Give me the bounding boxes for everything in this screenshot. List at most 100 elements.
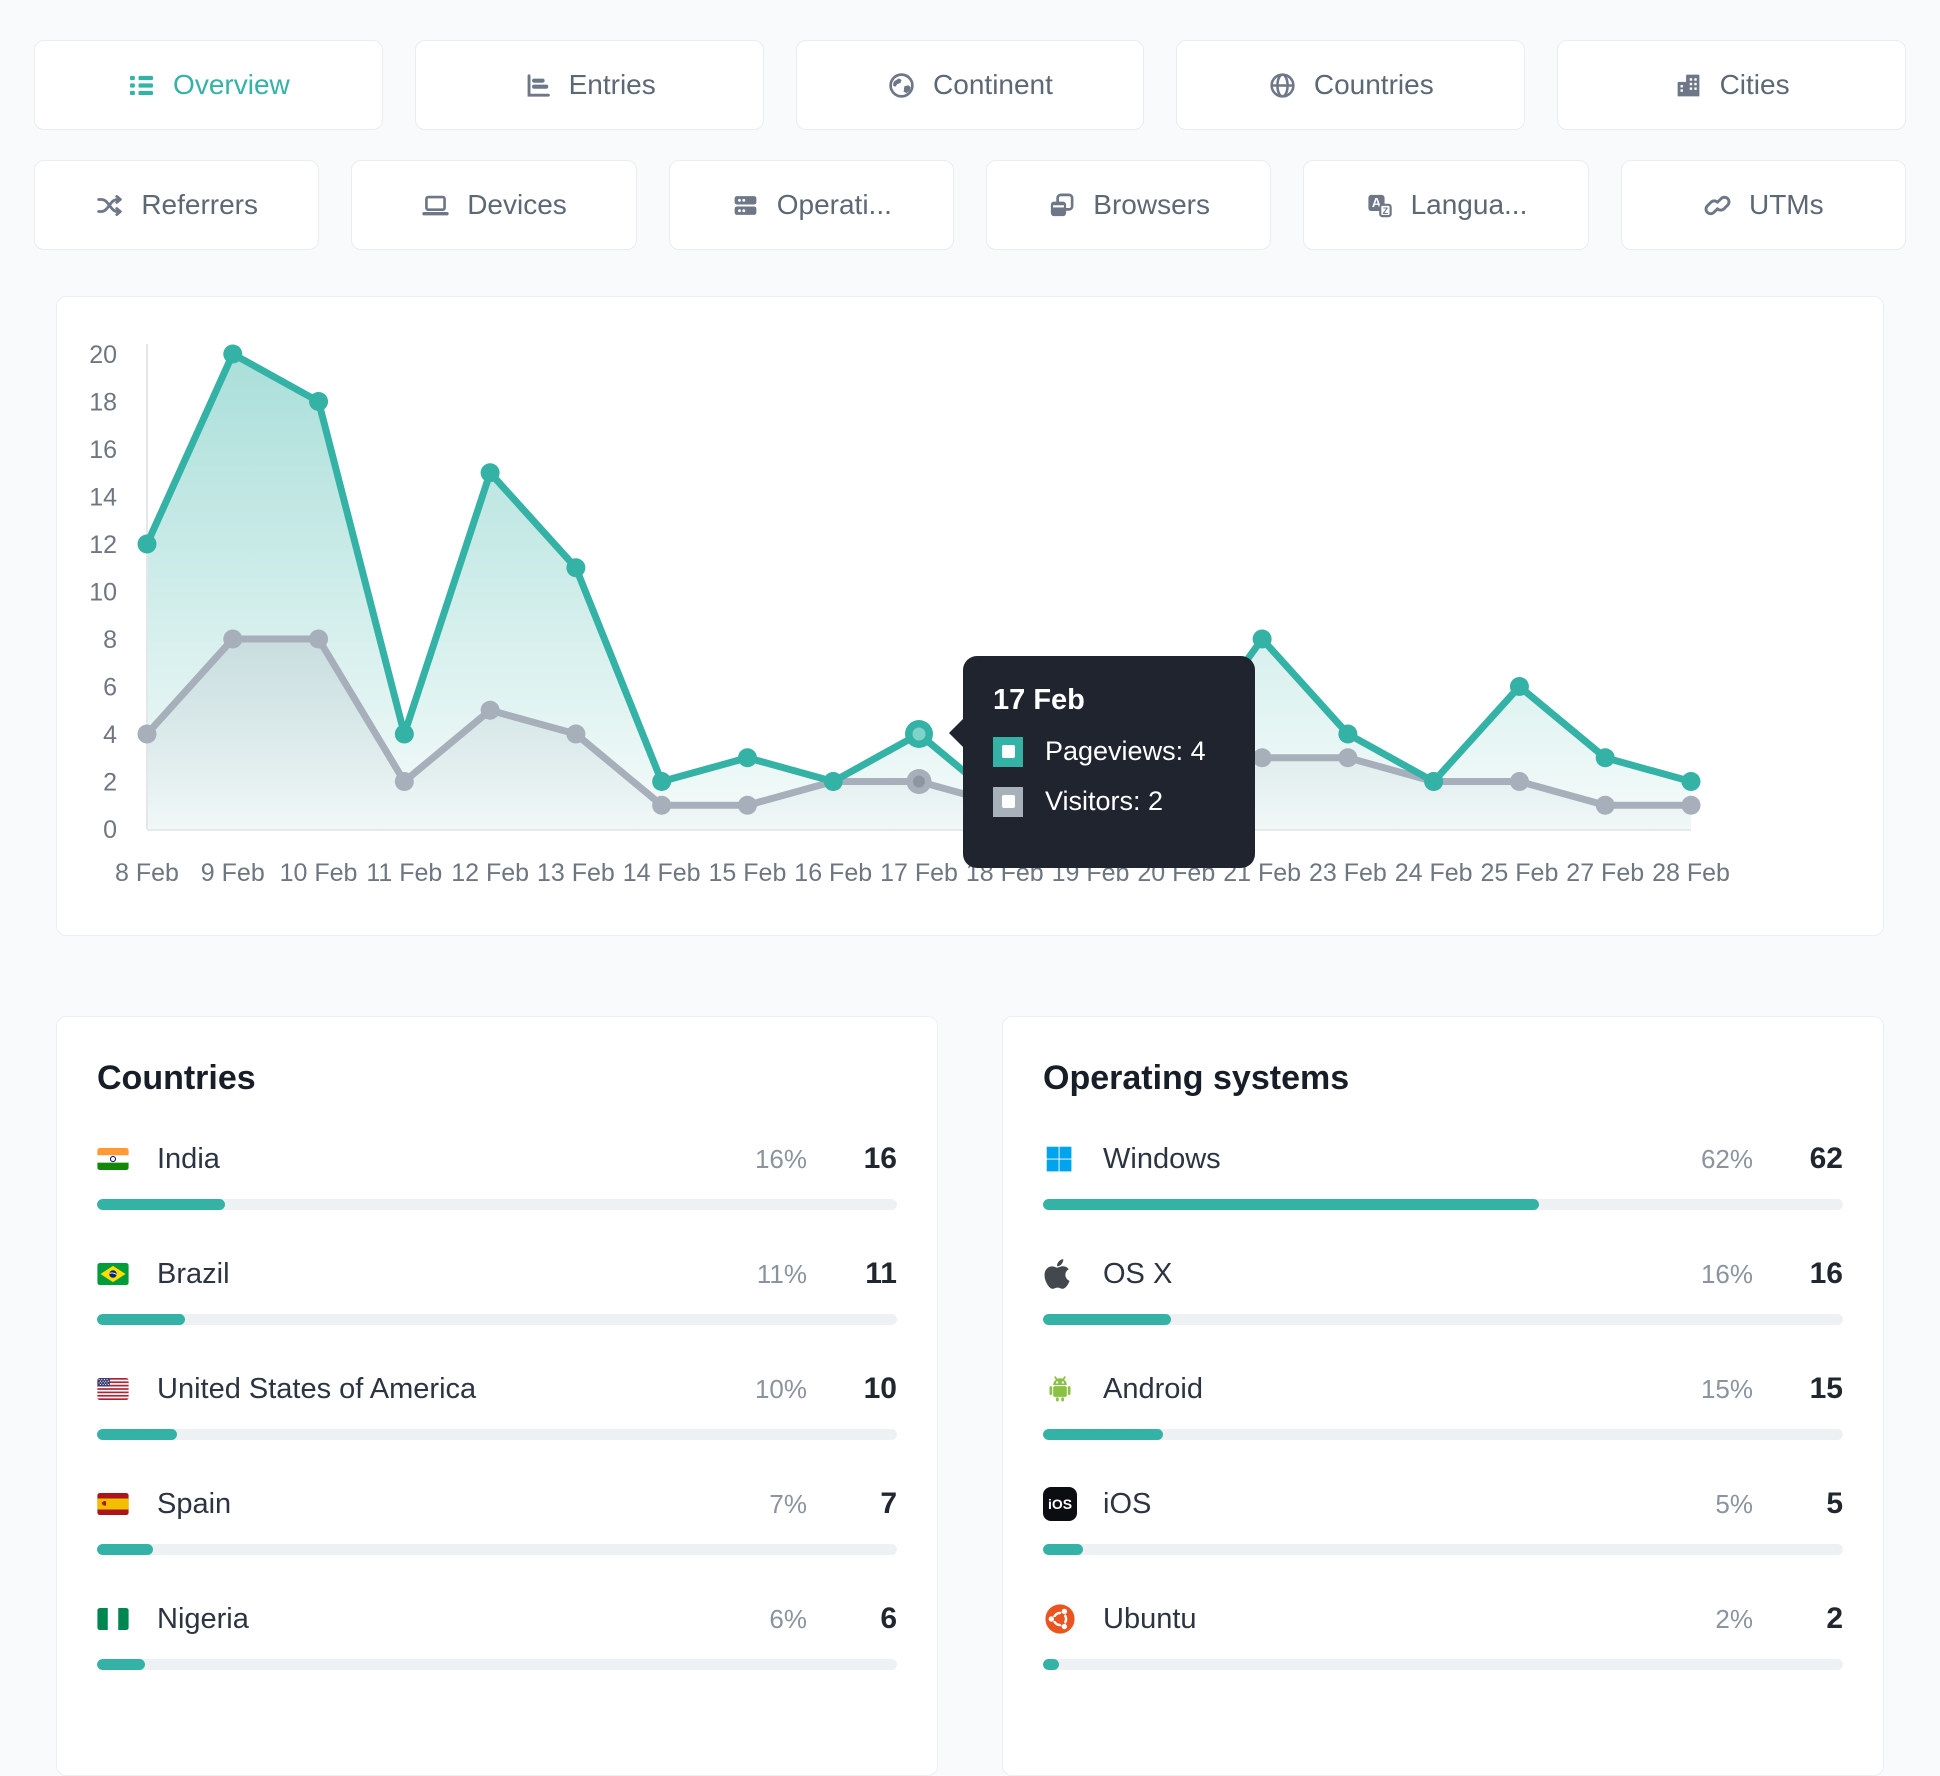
os-percent: 2% xyxy=(1715,1603,1753,1634)
tab-label: Continent xyxy=(933,69,1053,100)
tab-continent[interactable]: Continent xyxy=(795,40,1145,130)
os-row-ios[interactable]: iOS iOS 5% 5 xyxy=(1043,1486,1843,1555)
svg-text:4: 4 xyxy=(103,721,117,749)
visitors-swatch-icon xyxy=(993,786,1023,817)
tab-label: Langua... xyxy=(1410,189,1528,220)
traffic-line-chart[interactable]: 0 2 4 6 8 10 12 14 16 18 20 8 Feb 9 Feb 10 Feb 11 Feb 1… xyxy=(57,297,1883,917)
country-name: Nigeria xyxy=(157,1602,249,1635)
country-percent: 10% xyxy=(754,1373,807,1404)
progress-bar xyxy=(97,1314,897,1325)
tab-label: Cities xyxy=(1719,69,1790,100)
country-count: 10 xyxy=(863,1372,897,1405)
os-count: 62 xyxy=(1809,1142,1843,1175)
stats-panels: Countries India 16% 16 Brazil 11% 11 xyxy=(56,1016,1884,1776)
country-percent: 16% xyxy=(754,1143,807,1174)
country-row-usa[interactable]: United States of America 10% 10 xyxy=(97,1371,897,1440)
country-row-brazil[interactable]: Brazil 11% 11 xyxy=(97,1256,897,1325)
ios-icon: iOS xyxy=(1043,1486,1089,1522)
svg-text:8: 8 xyxy=(103,626,117,654)
server-icon xyxy=(731,191,760,220)
country-count: 6 xyxy=(880,1602,897,1635)
progress-bar xyxy=(97,1199,897,1210)
svg-text:0: 0 xyxy=(103,816,117,844)
os-row-ubuntu[interactable]: Ubuntu 2% 2 xyxy=(1043,1601,1843,1670)
progress-bar xyxy=(1043,1199,1843,1210)
svg-text:8 Feb: 8 Feb xyxy=(115,859,179,887)
tooltip-visitors-row: Visitors: 2 xyxy=(993,786,1225,817)
os-percent: 5% xyxy=(1715,1488,1753,1519)
traffic-chart-card: 0 2 4 6 8 10 12 14 16 18 20 8 Feb 9 Feb 10 Feb 11 Feb 1… xyxy=(56,296,1884,936)
tab-cities[interactable]: Cities xyxy=(1557,40,1906,130)
svg-text:20: 20 xyxy=(89,341,117,369)
svg-text:2: 2 xyxy=(103,769,117,797)
os-name: Android xyxy=(1103,1372,1203,1405)
buildings-icon xyxy=(1674,71,1703,100)
progress-bar xyxy=(1043,1314,1843,1325)
tab-label: Referrers xyxy=(141,189,259,220)
country-name: Spain xyxy=(157,1487,232,1520)
country-row-india[interactable]: India 16% 16 xyxy=(97,1141,897,1210)
operating-systems-panel: Operating systems Windows 62% 62 OS X 16… xyxy=(1002,1016,1884,1776)
tooltip-pageviews-text: Pageviews: 4 xyxy=(1045,736,1206,766)
svg-text:A: A xyxy=(1371,196,1380,210)
country-percent: 6% xyxy=(769,1603,807,1634)
tab-label: Countries xyxy=(1313,69,1434,100)
panel-title: Operating systems xyxy=(1043,1059,1350,1097)
svg-text:15 Feb: 15 Feb xyxy=(709,859,787,887)
country-count: 7 xyxy=(880,1487,897,1520)
svg-text:Z: Z xyxy=(1382,205,1388,215)
svg-text:18: 18 xyxy=(89,389,117,417)
flag-spain-icon xyxy=(97,1486,143,1522)
shuffle-icon xyxy=(95,191,124,220)
svg-text:14 Feb: 14 Feb xyxy=(623,859,701,887)
globe-icon xyxy=(1268,71,1297,100)
os-row-osx[interactable]: OS X 16% 16 xyxy=(1043,1256,1843,1325)
tab-referrers[interactable]: Referrers xyxy=(34,160,320,250)
svg-text:9 Feb: 9 Feb xyxy=(201,859,265,887)
tab-operating-systems[interactable]: Operati... xyxy=(668,160,954,250)
os-row-windows[interactable]: Windows 62% 62 xyxy=(1043,1141,1843,1210)
country-percent: 11% xyxy=(756,1258,807,1289)
tab-label: Overview xyxy=(173,69,290,100)
android-icon xyxy=(1043,1371,1089,1407)
os-name: Ubuntu xyxy=(1103,1602,1197,1635)
pageviews-swatch-icon xyxy=(993,736,1023,767)
progress-bar xyxy=(1043,1429,1843,1440)
os-percent: 15% xyxy=(1700,1373,1753,1404)
tab-countries[interactable]: Countries xyxy=(1176,40,1526,130)
tab-devices[interactable]: Devices xyxy=(351,160,637,250)
panel-title: Countries xyxy=(97,1059,256,1097)
tab-overview[interactable]: Overview xyxy=(34,40,383,130)
svg-text:12 Feb: 12 Feb xyxy=(451,859,529,887)
chart-tooltip: 17 Feb Pageviews: 4 Visitors: 2 xyxy=(949,656,1255,868)
bar-chart-icon xyxy=(523,71,552,100)
country-name: Brazil xyxy=(157,1257,230,1290)
country-row-spain[interactable]: Spain 7% 7 xyxy=(97,1486,897,1555)
tab-label: Browsers xyxy=(1093,189,1210,220)
country-row-nigeria[interactable]: Nigeria 6% 6 xyxy=(97,1601,897,1670)
tab-label: Devices xyxy=(467,189,567,220)
tab-browsers[interactable]: Browsers xyxy=(985,160,1272,250)
tab-entries[interactable]: Entries xyxy=(414,40,764,130)
svg-text:14: 14 xyxy=(89,484,117,512)
browser-windows-icon xyxy=(1047,191,1076,220)
progress-bar xyxy=(1043,1659,1843,1670)
progress-bar xyxy=(97,1659,897,1670)
svg-text:28 Feb: 28 Feb xyxy=(1652,859,1730,887)
os-row-android[interactable]: Android 15% 15 xyxy=(1043,1371,1843,1440)
laptop-icon xyxy=(421,191,450,220)
ubuntu-icon xyxy=(1043,1601,1089,1637)
svg-text:10 Feb: 10 Feb xyxy=(280,859,358,887)
tooltip-arrow xyxy=(949,718,964,748)
tab-utms[interactable]: UTMs xyxy=(1620,160,1906,250)
windows-icon xyxy=(1043,1141,1089,1177)
flag-nigeria-icon xyxy=(97,1601,143,1637)
tab-row-primary: Overview Entries Continent Countries Cit… xyxy=(34,0,1906,130)
tab-label: UTMs xyxy=(1748,189,1824,220)
tooltip-visitors-text: Visitors: 2 xyxy=(1045,786,1164,816)
svg-text:24 Feb: 24 Feb xyxy=(1395,859,1473,887)
svg-text:16: 16 xyxy=(89,436,117,464)
